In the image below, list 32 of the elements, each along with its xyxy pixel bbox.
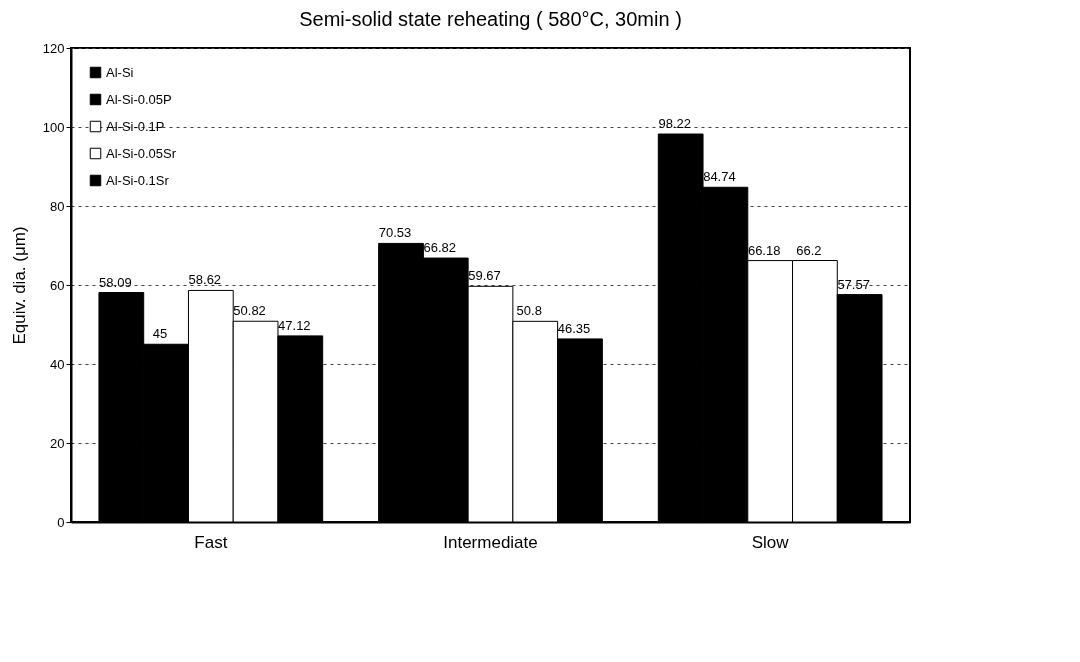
data-label: 66.82 bbox=[423, 240, 457, 256]
x-tick-label: Fast bbox=[194, 532, 228, 552]
data-label: 50.8 bbox=[516, 303, 542, 319]
y-axis-title: Equiv. dia. (μm) bbox=[9, 226, 29, 345]
legend-label: Al-Si-0.1P bbox=[106, 118, 165, 134]
y-tick-label: 80 bbox=[50, 198, 65, 214]
data-label: 47.12 bbox=[278, 317, 311, 333]
x-tick-label: Slow bbox=[751, 532, 790, 552]
data-label: 70.53 bbox=[378, 225, 412, 241]
y-tick-label: 20 bbox=[50, 435, 65, 451]
data-label: 45 bbox=[152, 326, 168, 342]
y-tick-label: 40 bbox=[50, 356, 65, 372]
chart-title: Semi-solid state reheating ( 580°C, 30min ) bbox=[299, 8, 682, 30]
x-tick-label: Intermediate bbox=[443, 532, 538, 552]
data-label: 66.18 bbox=[747, 242, 781, 258]
data-label: 59.67 bbox=[468, 268, 501, 284]
legend-label: Al-Si bbox=[106, 64, 134, 80]
data-label: 58.62 bbox=[188, 272, 222, 288]
legend-label: Al-Si-0.1Sr bbox=[106, 172, 170, 188]
data-label: 84.74 bbox=[703, 169, 736, 185]
y-tick-label: 0 bbox=[57, 514, 65, 530]
y-tick-label: 60 bbox=[50, 277, 65, 293]
data-label: 46.35 bbox=[557, 320, 591, 336]
data-label: 50.82 bbox=[233, 303, 266, 319]
data-label: 98.22 bbox=[658, 116, 691, 132]
data-label: 57.57 bbox=[837, 276, 870, 292]
data-label: 58.09 bbox=[99, 274, 132, 290]
legend-label: Al-Si-0.05Sr bbox=[106, 145, 177, 161]
data-label: 66.2 bbox=[796, 242, 822, 258]
y-tick-label: 100 bbox=[42, 119, 65, 135]
legend-label: Al-Si-0.05P bbox=[106, 91, 172, 107]
y-tick-label: 120 bbox=[42, 40, 65, 56]
